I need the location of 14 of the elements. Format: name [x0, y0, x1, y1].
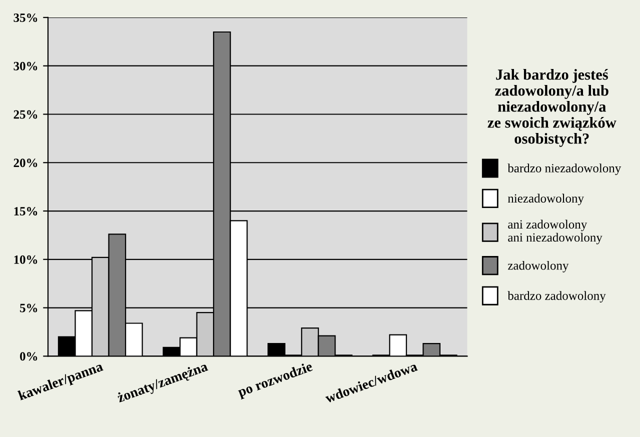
y-tick-label: 30%: [14, 62, 38, 70]
legend-label: niezadowolony: [508, 194, 584, 206]
y-tick-label: 35%: [14, 14, 38, 22]
legend-label: zadowolony: [508, 260, 569, 272]
legend-label: bardzo niezadowolony: [508, 164, 622, 175]
y-tick-label: 15%: [14, 207, 38, 216]
y-tick-label: 20%: [14, 158, 38, 168]
legend-title: Jak bardzo jesteś zadowolony/a lub niezadowolony/a ze swoich związków osobistych?: [488, 69, 616, 147]
y-tick-label: 25%: [14, 110, 38, 119]
y-tick-label: 10%: [14, 255, 38, 264]
y-tick-label: 0%: [20, 352, 38, 361]
legend-label: bardzo zadowolony: [508, 291, 606, 303]
y-tick-label: 5%: [20, 304, 38, 312]
legend-label: ani zadowolony ani niezadowolony: [508, 220, 602, 244]
